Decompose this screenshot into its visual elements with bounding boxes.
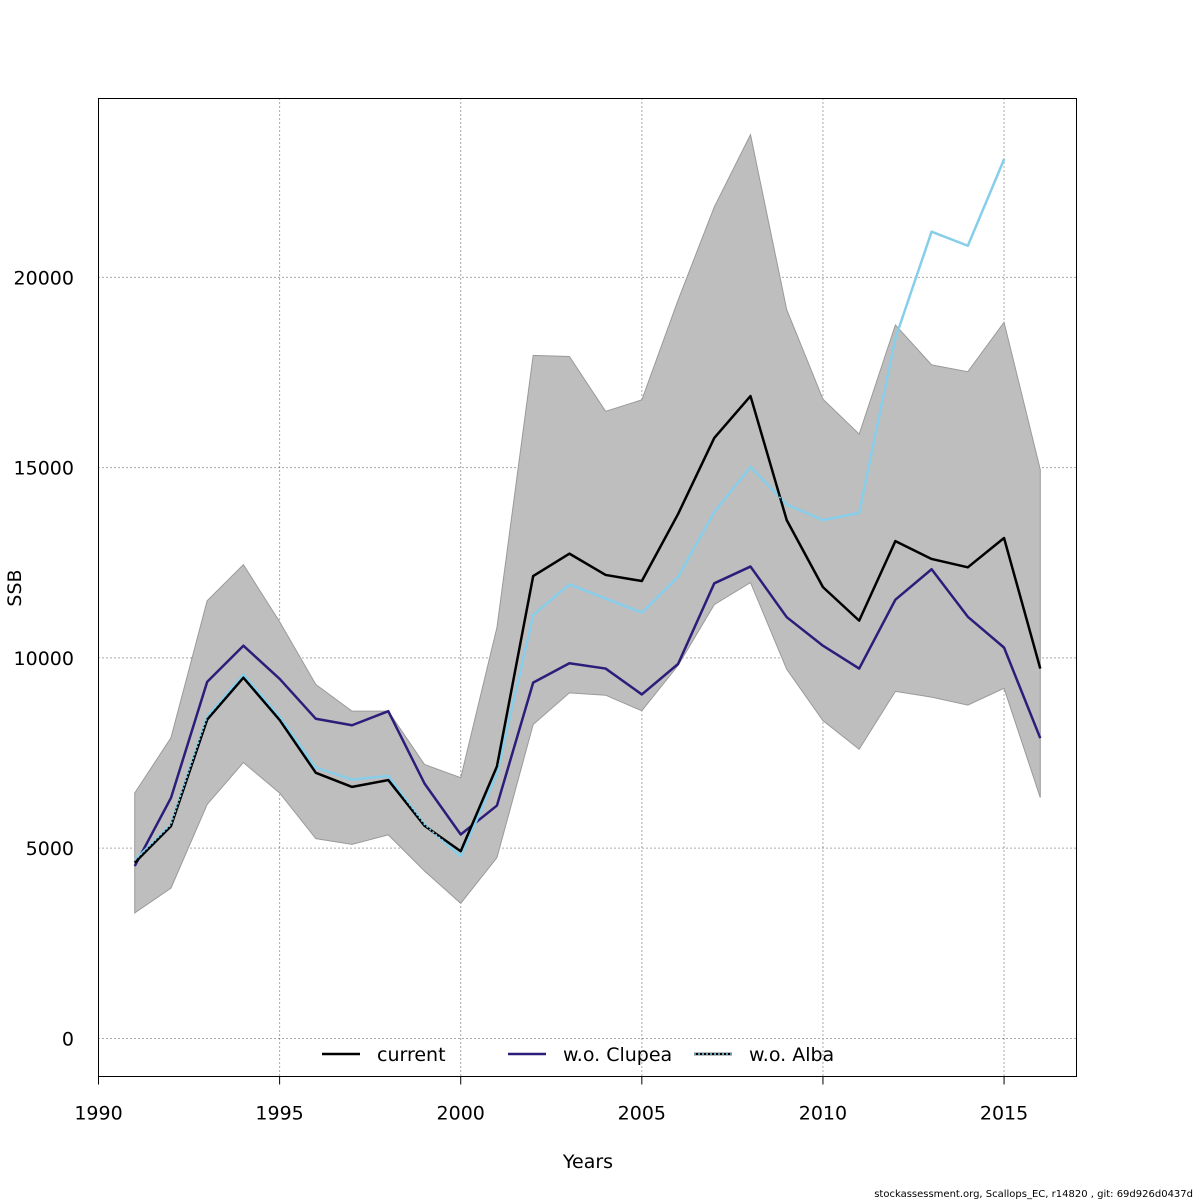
x-axis: 1990 1995 2000 2005 2010 2015 bbox=[74, 1076, 1028, 1125]
x-tick-label-2010: 2010 bbox=[799, 1103, 847, 1125]
series-lines bbox=[133, 158, 1042, 867]
y-axis: 0 5000 10000 15000 20000 bbox=[14, 267, 74, 1050]
confidence-band-area bbox=[134, 133, 1041, 914]
series-line-wo-clupea bbox=[133, 565, 1042, 867]
legend-label-wo-alba: w.o. Alba bbox=[749, 1044, 834, 1066]
y-tick-label-0: 0 bbox=[62, 1028, 74, 1050]
x-axis-title: Years bbox=[562, 1151, 613, 1173]
y-axis-title: SSB bbox=[4, 569, 26, 606]
series-line-current bbox=[133, 394, 1042, 864]
legend-label-current: current bbox=[377, 1044, 446, 1066]
footer-source: stockassessment.org, Scallops_EC, r14820… bbox=[874, 1189, 1193, 1200]
confidence-band bbox=[134, 133, 1041, 914]
y-tick-label-20000: 20000 bbox=[14, 267, 74, 289]
legend-label-wo-clupea: w.o. Clupea bbox=[563, 1044, 672, 1066]
y-tick-label-15000: 15000 bbox=[14, 458, 74, 480]
x-tick-label-2005: 2005 bbox=[618, 1103, 666, 1125]
legend: current w.o. Clupea w.o. Alba bbox=[322, 1044, 834, 1066]
x-tick-label-1990: 1990 bbox=[74, 1103, 122, 1125]
x-tick-label-2015: 2015 bbox=[980, 1103, 1028, 1125]
x-tick-label-2000: 2000 bbox=[437, 1103, 485, 1125]
y-tick-label-10000: 10000 bbox=[14, 648, 74, 670]
x-tick-label-1995: 1995 bbox=[255, 1103, 303, 1125]
y-tick-label-5000: 5000 bbox=[26, 838, 74, 860]
